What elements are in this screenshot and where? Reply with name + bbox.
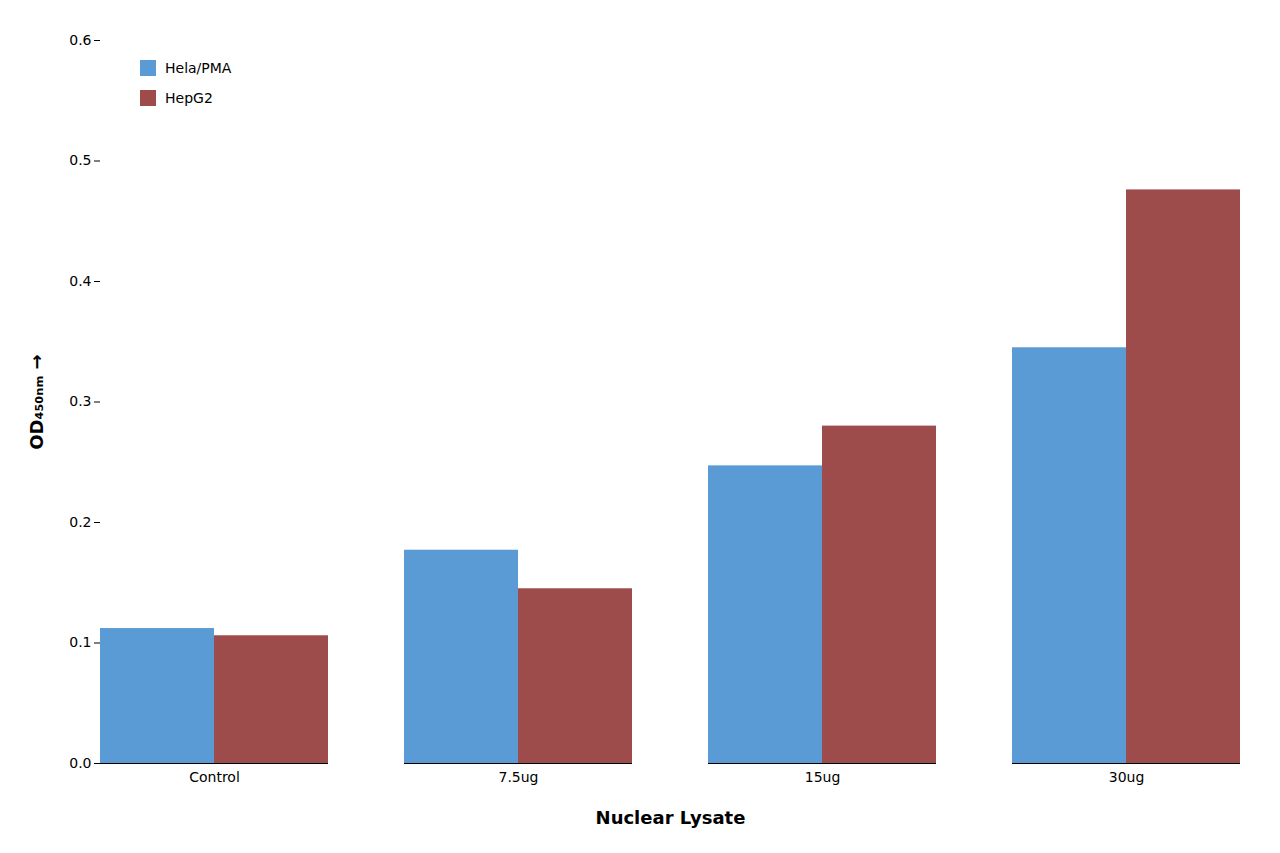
svg-text:15ug: 15ug [805, 769, 841, 785]
svg-text:Nuclear Lysate: Nuclear Lysate [596, 807, 746, 828]
svg-text:Control: Control [189, 769, 240, 785]
html-text:Hela/PMA: Hela/PMA [165, 60, 232, 76]
svg-text:7.5ug: 7.5ug [498, 769, 538, 785]
svg-text:0.5: 0.5 [69, 152, 91, 168]
svg-text:OD₄₅₀ₙₘ →: OD₄₅₀ₙₘ → [26, 354, 47, 449]
svg-text:0.3: 0.3 [69, 393, 91, 409]
svg-text:0.4: 0.4 [69, 273, 91, 289]
svg-text:0.0: 0.0 [69, 755, 91, 771]
svg-text:0.1: 0.1 [69, 634, 91, 650]
svg-text:0.2: 0.2 [69, 514, 91, 530]
svg-text:0.6: 0.6 [69, 32, 91, 48]
svg-text:30ug: 30ug [1109, 769, 1145, 785]
html-text:HepG2: HepG2 [165, 90, 213, 106]
